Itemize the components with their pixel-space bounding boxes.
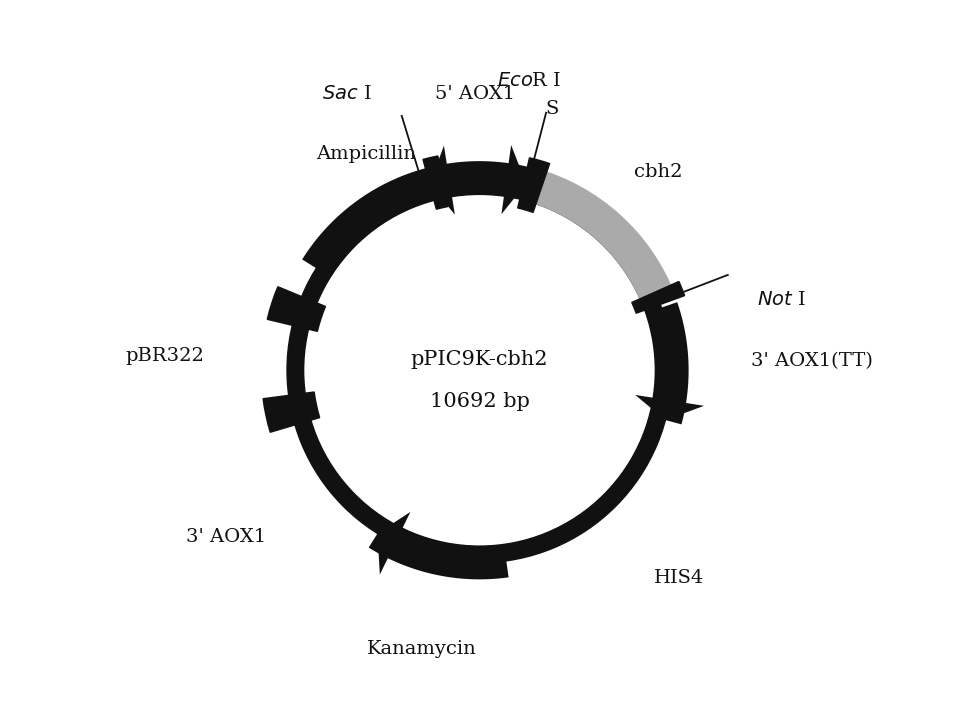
Text: S: S (546, 100, 558, 118)
Polygon shape (635, 395, 704, 420)
Text: $\it{Not}$ I: $\it{Not}$ I (757, 291, 806, 309)
Text: cbh2: cbh2 (634, 163, 682, 181)
Text: Ampicillin: Ampicillin (316, 145, 416, 163)
Wedge shape (518, 158, 550, 213)
Wedge shape (528, 169, 673, 304)
Text: 10692 bp: 10692 bp (430, 393, 529, 411)
Wedge shape (268, 287, 325, 331)
Text: 3' AOX1: 3' AOX1 (186, 529, 266, 547)
Polygon shape (368, 519, 508, 579)
Wedge shape (263, 392, 319, 432)
Polygon shape (502, 145, 526, 214)
Polygon shape (302, 168, 434, 277)
Text: pBR322: pBR322 (126, 347, 204, 365)
Wedge shape (632, 281, 685, 313)
Wedge shape (423, 156, 448, 209)
Text: Kanamycin: Kanamycin (367, 640, 477, 658)
Polygon shape (430, 145, 455, 215)
Text: 3' AOX1(TT): 3' AOX1(TT) (751, 352, 873, 369)
Polygon shape (378, 512, 410, 575)
Polygon shape (645, 302, 689, 424)
Text: $\it{Eco}$R I: $\it{Eco}$R I (497, 72, 561, 90)
Text: pPIC9K-cbh2: pPIC9K-cbh2 (410, 350, 549, 369)
Text: $\it{Sac}$ I: $\it{Sac}$ I (321, 85, 371, 103)
Polygon shape (433, 161, 530, 200)
Text: HIS4: HIS4 (654, 569, 704, 587)
Text: 5' AOX1: 5' AOX1 (434, 85, 515, 103)
